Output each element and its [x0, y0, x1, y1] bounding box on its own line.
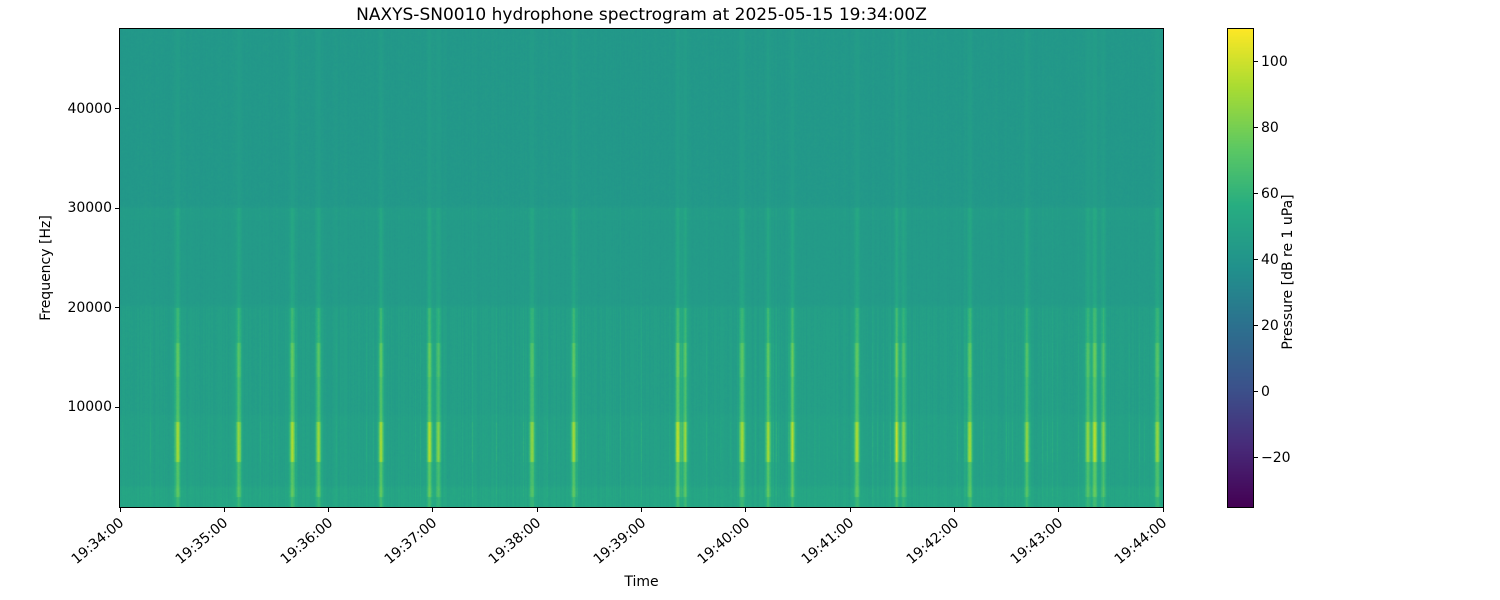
plot-area — [119, 28, 1164, 508]
colorbar-label: Pressure [dB re 1 uPa] — [1280, 194, 1296, 350]
x-tick-label: 19:42:00 — [903, 515, 962, 568]
y-tick-label: 40000 — [67, 100, 112, 117]
colorbar-tick-mark — [1254, 61, 1258, 63]
x-tick-label: 19:41:00 — [798, 515, 858, 568]
x-tick-label: 19:38:00 — [486, 515, 545, 568]
colorbar-tick-label: 20 — [1261, 317, 1279, 334]
spectrogram-canvas — [120, 29, 1163, 507]
x-tick-mark — [953, 508, 955, 512]
x-tick-mark — [119, 508, 121, 512]
x-tick-mark — [432, 508, 434, 512]
x-tick-label: 19:36:00 — [277, 515, 336, 568]
x-tick-mark — [1162, 508, 1164, 512]
x-tick-label: 19:34:00 — [68, 515, 128, 568]
x-tick-label: 19:39:00 — [590, 515, 649, 568]
x-tick-label: 19:43:00 — [1007, 515, 1066, 568]
x-tick-mark — [223, 508, 225, 512]
colorbar-gradient — [1228, 29, 1253, 507]
colorbar-tick-label: −20 — [1261, 449, 1291, 466]
x-tick-mark — [745, 508, 747, 512]
x-tick-label: 19:37:00 — [381, 515, 441, 568]
x-tick-mark — [1058, 508, 1060, 512]
y-tick-mark — [115, 207, 119, 209]
colorbar-tick-mark — [1254, 193, 1258, 195]
colorbar-tick-label: 40 — [1261, 251, 1279, 268]
y-tick-mark — [115, 307, 119, 309]
x-tick-mark — [641, 508, 642, 512]
y-tick-label: 30000 — [67, 200, 112, 217]
y-tick-label: 20000 — [67, 299, 112, 316]
x-tick-mark — [849, 508, 851, 512]
x-tick-label: 19:40:00 — [694, 515, 754, 568]
y-tick-mark — [115, 406, 119, 408]
colorbar-tick-mark — [1254, 391, 1258, 393]
colorbar-tick-label: 0 — [1261, 383, 1270, 400]
y-tick-mark — [115, 108, 119, 110]
figure-title: NAXYS-SN0010 hydrophone spectrogram at 2… — [356, 5, 927, 25]
colorbar-tick-label: 100 — [1261, 53, 1288, 70]
y-tick-label: 10000 — [67, 399, 112, 416]
colorbar-tick-label: 60 — [1261, 185, 1279, 202]
colorbar-tick-mark — [1254, 325, 1258, 327]
colorbar-tick-mark — [1254, 127, 1258, 129]
x-tick-mark — [328, 508, 330, 512]
x-tick-mark — [536, 508, 538, 512]
x-tick-label: 19:35:00 — [173, 515, 232, 568]
colorbar — [1227, 28, 1254, 508]
colorbar-tick-mark — [1254, 259, 1258, 261]
x-axis-label: Time — [624, 574, 659, 590]
colorbar-tick-mark — [1254, 457, 1258, 459]
x-tick-label: 19:44:00 — [1111, 515, 1171, 568]
colorbar-tick-label: 80 — [1261, 119, 1279, 136]
